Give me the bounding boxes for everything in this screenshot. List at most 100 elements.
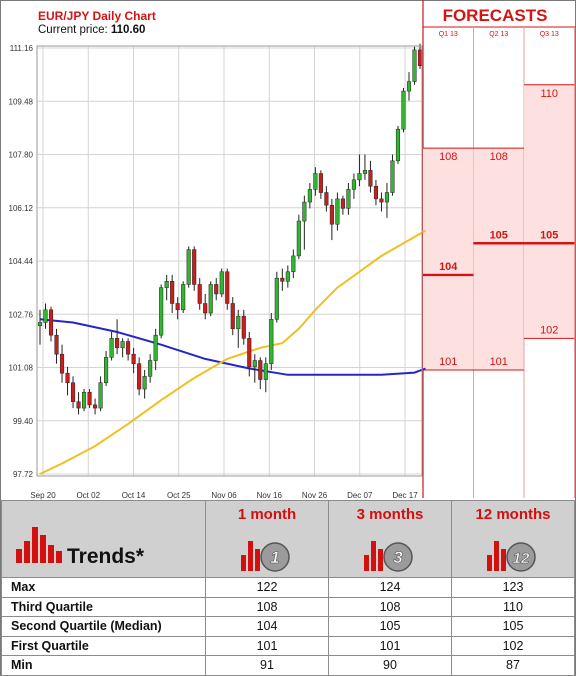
candle-body [406,81,412,92]
forecasts-title: FORECASTS [443,6,548,25]
candle-body [269,319,274,364]
candle-body [37,322,43,326]
cell-value: 122 [205,577,329,598]
candle-body [175,303,180,311]
candle-body [274,277,279,320]
x-tick-label: Sep 20 [30,491,56,500]
candle-body [59,353,65,374]
candle-body [186,249,191,285]
cell-value: 108 [328,596,452,617]
candle-body [159,287,164,336]
candle-body [137,363,142,390]
cell-value: 105 [328,616,452,637]
x-tick-label: Nov 06 [211,491,237,500]
grid [37,46,422,476]
x-tick-label: Dec 07 [347,491,373,500]
eurjpy-chart: FORECASTS Q1 13 108 104 101 Q2 13 108 105 101 Q3… [9,0,576,500]
horizon-1-number: 1 [270,548,279,567]
candle-body [148,360,153,377]
candle-body [324,192,329,206]
candle-body [153,334,158,361]
trends-header-cell: Trends* [1,500,206,578]
y-tick-label: 111.16 [10,44,34,53]
horizon-label: 12 months [475,506,551,523]
cell-value: 87 [451,655,575,676]
row-max: Max 122 124 123 [1,577,575,598]
moving-average-line [39,229,426,475]
y-tick-label: 106.12 [9,204,34,213]
forecast-quarter-label: Q1 13 [439,31,458,38]
y-tick-label: 102.76 [9,310,34,319]
candle-body [70,382,76,402]
candle-body [236,315,241,330]
candle-body [65,372,70,383]
forecast-low-label: 101 [490,356,508,368]
horizon-12-number: 12 [513,550,530,567]
forecast-range [423,148,474,371]
candle-body [126,341,131,355]
candle-body [214,284,219,295]
candle-body [43,309,48,323]
candle-body [340,198,345,209]
candle-body [379,198,384,203]
cell-value: 105 [451,616,575,637]
forecast-range [473,148,524,371]
candle-body [208,284,213,314]
horizon-3-number: 3 [393,548,403,567]
row-label: First Quartile [1,635,206,656]
candle-body [247,338,252,368]
cell-value: 104 [205,616,329,637]
cell-value: 90 [328,655,452,676]
current-price-label: Current price: [38,24,108,36]
y-tick-label: 97.72 [13,470,34,479]
horizon-3-months: 3 months 3 [328,500,452,578]
x-tick-label: Oct 02 [76,491,100,500]
horizon-12-months: 12 months 12 [451,500,575,578]
trends-label: Trends* [67,545,145,568]
horizon-1-icon: 1 [241,541,290,572]
candle-body [362,170,367,174]
candle-body [252,360,257,368]
x-tick-label: Nov 16 [257,491,283,500]
row-median: Second Quartile (Median) 104 105 105 [1,616,575,637]
y-tick-label: 109.48 [9,97,34,106]
candle-body [203,303,208,314]
x-tick-label: Oct 14 [122,491,146,500]
candle-body [219,271,224,295]
candle-body [368,170,373,187]
candle-body [313,173,318,190]
y-tick-label: 104.44 [9,257,34,266]
cell-value: 124 [328,577,452,598]
chart-title: EUR/JPY Daily Chart [38,9,156,23]
candle-body [412,49,417,82]
forecast-low-label: 101 [439,356,457,368]
candle-body [93,404,98,409]
row-label: Max [1,577,206,598]
candle-body [296,220,301,257]
candle-body [109,338,114,358]
forecast-median-label: 105 [490,229,508,241]
candle-body [131,353,136,364]
candle-body [230,303,235,330]
row-third-quartile: Third Quartile 108 108 110 [1,596,575,617]
candle-body [98,382,103,409]
candle-body [263,363,268,380]
cell-value: 110 [451,596,575,617]
candle-body [291,255,296,273]
candle-body [318,173,323,193]
current-price-line: Current price: 110.60 [38,24,145,36]
candle-body [82,391,87,409]
candle-body [164,281,169,288]
row-label: Min [1,655,206,676]
candle-body [170,281,175,304]
x-tick-label: Nov 26 [302,491,328,500]
candle-body [384,192,390,203]
row-label: Third Quartile [1,596,206,617]
forecast-panel: FORECASTS Q1 13 108 104 101 Q2 13 108 105 101 Q3… [422,0,576,498]
forecast-high-label: 108 [439,151,457,163]
current-price-value: 110.60 [111,24,146,36]
candle-body [142,376,147,390]
candle-body [280,277,285,282]
candle-body [351,179,356,190]
horizon-label: 3 months [356,506,424,523]
